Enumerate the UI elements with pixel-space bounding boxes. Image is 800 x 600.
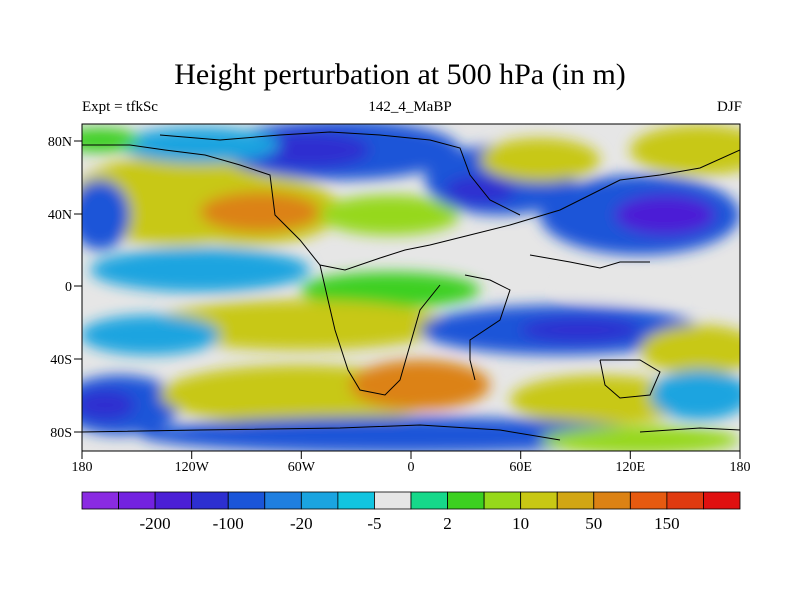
colorbar-box — [227, 491, 266, 510]
x-tick-label: 60E — [509, 460, 532, 475]
colorbar-box — [374, 491, 412, 510]
colorbar-label: -100 — [213, 514, 244, 533]
colorbar-box — [520, 491, 558, 510]
x-tick-label: 120E — [616, 460, 646, 475]
colorbar-box — [703, 491, 741, 510]
colorbar-box — [81, 491, 119, 510]
colorbar: -200 -100 -20 -5 2 10 50 150 — [81, 491, 741, 533]
colorbar-label: -5 — [367, 514, 381, 533]
colorbar-label: 50 — [585, 514, 602, 533]
y-tick-label: 0 — [65, 280, 72, 295]
colorbar-label: -20 — [290, 514, 313, 533]
experiment-label: Expt = tfkSc — [82, 99, 158, 115]
colorbar-label: 2 — [443, 514, 452, 533]
y-tick-label: 40S — [50, 353, 72, 368]
colorbar-box — [410, 491, 448, 510]
colorbar-box — [593, 491, 631, 510]
contour-field — [82, 124, 740, 451]
colorbar-box — [264, 491, 302, 510]
x-tick-label: 120W — [175, 460, 210, 475]
x-tick-label: 60W — [288, 460, 316, 475]
colorbar-box — [556, 491, 595, 510]
colorbar-box — [337, 491, 375, 510]
colorbar-box — [118, 491, 156, 510]
colorbar-box — [300, 491, 339, 510]
x-tick-label: 180 — [72, 460, 93, 475]
colorbar-box — [483, 491, 522, 510]
colorbar-box — [154, 491, 193, 510]
axis-ticks — [74, 140, 741, 459]
x-tick-label: 180 — [730, 460, 751, 475]
colorbar-label: 10 — [512, 514, 529, 533]
colorbar-box — [191, 491, 229, 510]
y-tick-label: 80N — [48, 135, 72, 150]
colorbar-label: -200 — [140, 514, 171, 533]
coastlines — [82, 131, 740, 441]
colorbar-box — [666, 491, 704, 510]
colorbar-box — [447, 491, 485, 510]
map-title: Height perturbation at 500 hPa (in m) — [174, 58, 626, 91]
colorbar-label: 150 — [654, 514, 680, 533]
x-tick-label: 0 — [408, 460, 415, 475]
y-tick-label: 80S — [50, 426, 72, 441]
run-label: 142_4_MaBP — [368, 99, 452, 115]
y-tick-label: 40N — [48, 208, 72, 223]
colorbar-box — [629, 491, 668, 510]
season-label: DJF — [716, 99, 742, 115]
